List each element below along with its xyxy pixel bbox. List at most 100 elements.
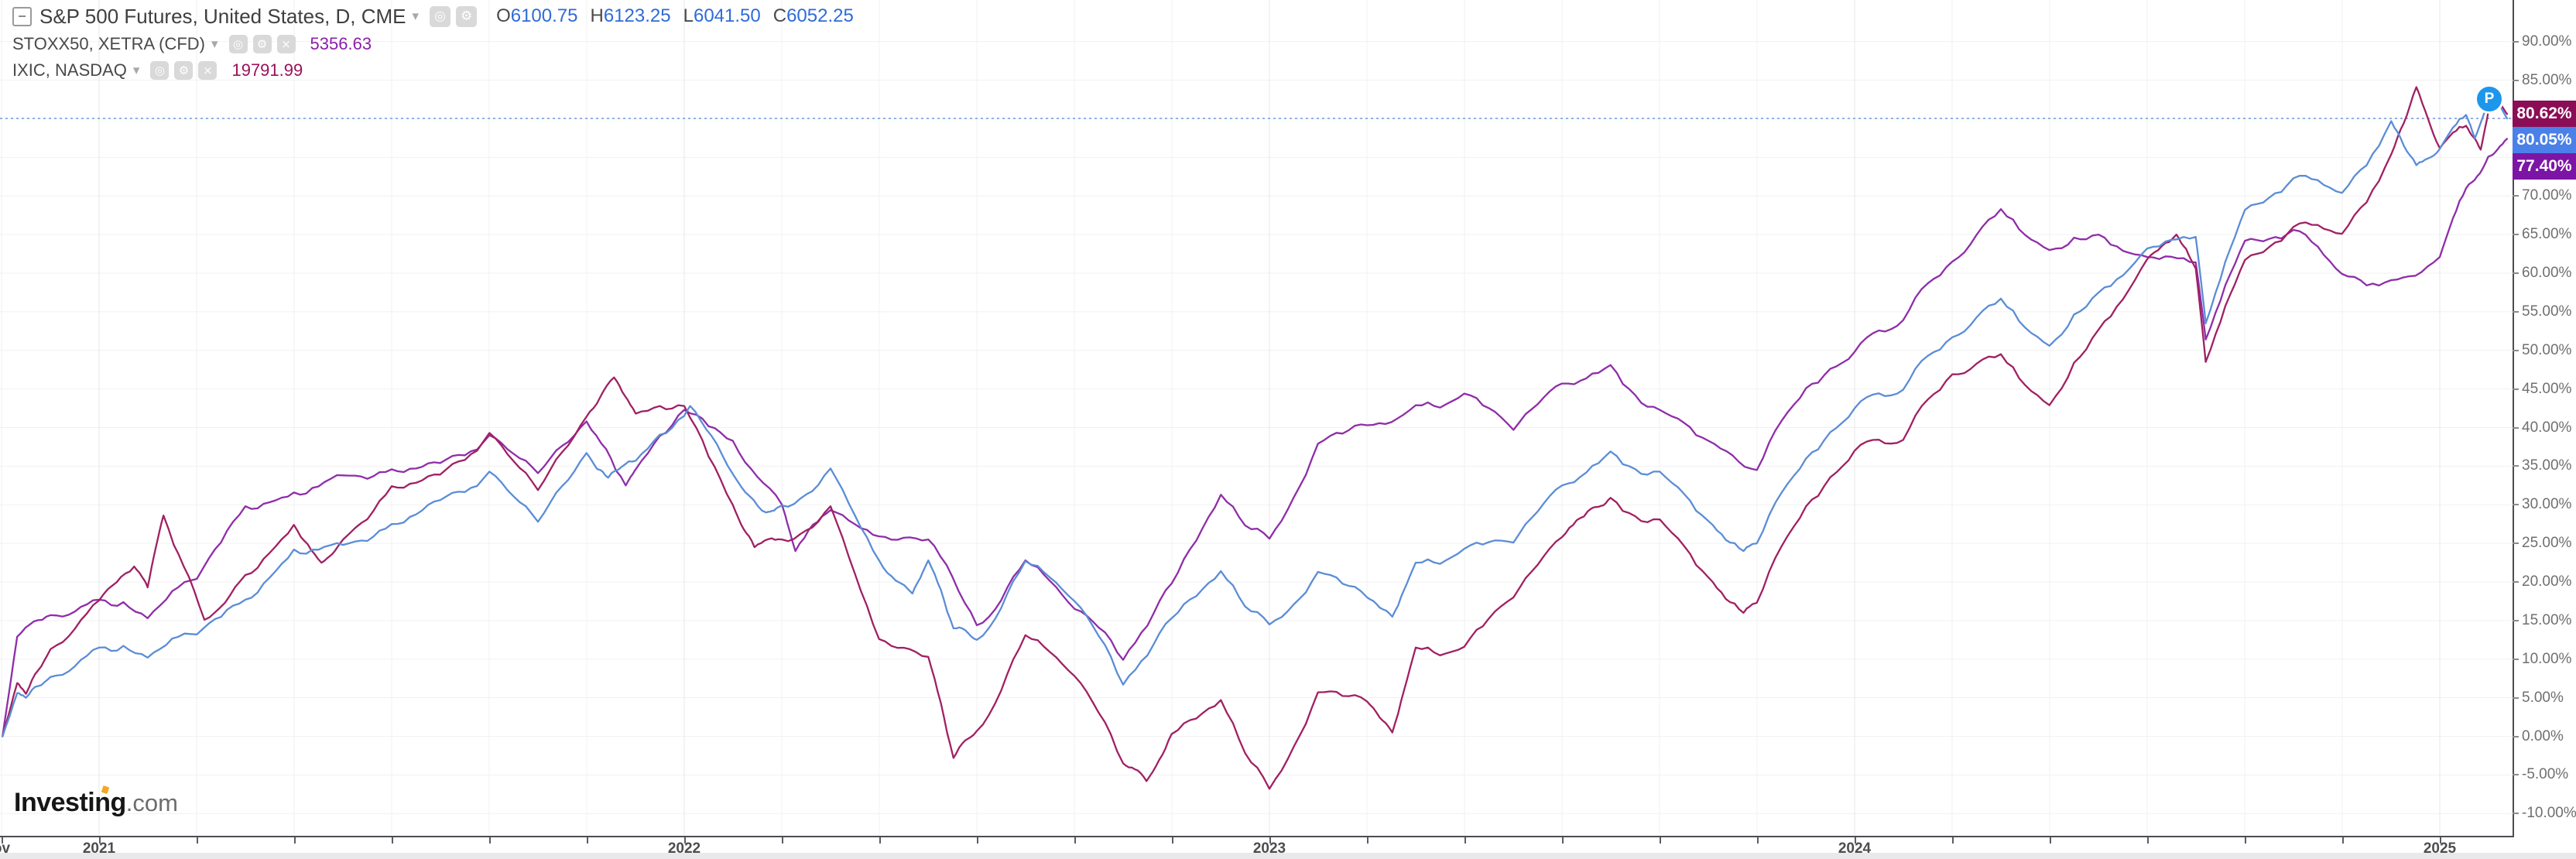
price-axis-tick: [2513, 581, 2519, 583]
series-line-ixic: [2, 86, 2509, 790]
price-axis-tick: [2513, 195, 2519, 197]
price-axis-tick: [2513, 774, 2519, 776]
legend-row-stoxx50: STOXX50, XETRA (CFD) ▾ ◎ ⚙ × 5356.63: [12, 31, 866, 57]
time-axis-tick: [2050, 837, 2051, 844]
time-axis-tick: [1562, 837, 1564, 844]
stoxx50-symbol-title[interactable]: STOXX50, XETRA (CFD): [12, 34, 205, 53]
time-axis-tick: [1269, 837, 1271, 844]
price-axis-tick: [2513, 388, 2519, 390]
close-icon[interactable]: ×: [198, 61, 218, 80]
time-axis-tick: [2440, 837, 2441, 844]
ohlc-high-label: H: [590, 5, 604, 26]
price-axis-tick: [2513, 504, 2519, 506]
time-axis-tick: [1074, 837, 1076, 844]
ohlc-open-label: O: [496, 5, 511, 26]
gear-icon[interactable]: ⚙: [252, 35, 272, 53]
time-axis-tick: [1660, 837, 1661, 844]
time-axis-tick: [1952, 837, 1954, 844]
gear-icon[interactable]: ⚙: [174, 61, 194, 80]
time-axis-border: [0, 836, 2514, 837]
ohlc-values: O6100.75 H6123.25 L6041.50 C6052.25: [496, 5, 866, 27]
time-axis-tick: [2245, 837, 2246, 844]
time-axis-label: 2022: [667, 840, 701, 857]
price-axis-tick: [2513, 542, 2519, 545]
time-axis-tick: [1367, 837, 1368, 844]
ohlc-low-value: 6041.50: [693, 5, 761, 26]
legend: − S&P 500 Futures, United States, D, CME…: [12, 2, 866, 84]
price-axis-label: 5.00%: [2522, 689, 2564, 706]
price-axis-label: 25.00%: [2522, 535, 2572, 552]
price-axis-label: 85.00%: [2522, 71, 2572, 88]
price-axis-tick: [2513, 310, 2519, 313]
ohlc-high-value: 6123.25: [603, 5, 671, 26]
visibility-icon[interactable]: ◎: [150, 61, 170, 80]
time-axis-tick: [1855, 837, 1856, 844]
price-axis-label: 40.00%: [2522, 419, 2572, 436]
chevron-down-icon[interactable]: ▾: [132, 63, 140, 77]
price-axis-label: 50.00%: [2522, 341, 2572, 358]
time-axis-tick: [1464, 837, 1466, 844]
main-symbol-title[interactable]: S&P 500 Futures, United States, D, CME: [39, 4, 406, 28]
price-axis-label: -10.00%: [2522, 805, 2576, 822]
legend-row-main: − S&P 500 Futures, United States, D, CME…: [12, 2, 866, 31]
legend-row-ixic: IXIC, NASDAQ ▾ ◎ ⚙ × 19791.99: [12, 57, 866, 84]
time-axis-label: ov: [0, 840, 11, 857]
collapse-icon[interactable]: −: [12, 6, 32, 26]
time-axis-tick: [2147, 837, 2149, 844]
price-axis-tick: [2513, 658, 2519, 660]
price-axis-tick: [2513, 272, 2519, 274]
series-line-s-p-500-futures: [2, 91, 2509, 738]
ohlc-close-value: 6052.25: [786, 5, 854, 26]
price-axis-label: 55.00%: [2522, 303, 2572, 320]
price-axis-tick: [2513, 40, 2519, 43]
chevron-down-icon[interactable]: ▾: [412, 9, 420, 23]
time-axis-tick: [879, 837, 881, 844]
gear-icon[interactable]: ⚙: [456, 5, 478, 27]
investing-com-logo: Investing.com: [14, 785, 178, 819]
price-axis-tick: [2513, 735, 2519, 738]
price-axis-label: 45.00%: [2522, 380, 2572, 397]
price-axis-tick: [2513, 234, 2519, 236]
visibility-icon[interactable]: ◎: [430, 5, 451, 27]
logo-suffix-text: .com: [125, 789, 178, 816]
price-axis-label: 60.00%: [2522, 265, 2572, 281]
current-price-label: 77.40%: [2513, 153, 2576, 180]
ohlc-low-label: L: [683, 5, 694, 26]
price-axis-label: 90.00%: [2522, 33, 2572, 50]
chevron-down-icon[interactable]: ▾: [211, 36, 218, 51]
ohlc-open-value: 6100.75: [510, 5, 578, 26]
price-axis-label: 15.00%: [2522, 611, 2572, 628]
price-axis-label: 0.00%: [2522, 727, 2564, 744]
time-axis-tick: [587, 837, 588, 844]
price-axis-tick: [2513, 696, 2519, 699]
time-axis-tick: [1172, 837, 1173, 844]
time-axis-tick: [977, 837, 978, 844]
price-axis-label: -5.00%: [2522, 766, 2569, 783]
price-axis-label: 20.00%: [2522, 573, 2572, 590]
price-axis-label: 35.00%: [2522, 457, 2572, 474]
price-axis-label: 30.00%: [2522, 496, 2572, 513]
ixic-last-value: 19791.99: [231, 60, 303, 80]
price-axis-tick: [2513, 349, 2519, 351]
time-axis-label: 2021: [82, 840, 116, 857]
time-axis-tick: [684, 837, 686, 844]
last-bar-p-marker[interactable]: P: [2475, 84, 2504, 114]
ixic-symbol-title[interactable]: IXIC, NASDAQ: [12, 60, 127, 80]
series-line-stoxx50: [2, 138, 2509, 738]
close-icon[interactable]: ×: [276, 35, 296, 53]
price-axis-label: 10.00%: [2522, 650, 2572, 667]
visibility-icon[interactable]: ◎: [228, 35, 248, 53]
time-axis-tick: [782, 837, 783, 844]
time-axis-tick: [2342, 837, 2344, 844]
time-axis-tick: [294, 837, 296, 844]
stoxx50-last-value: 5356.63: [310, 34, 372, 53]
time-axis-tick: [1757, 837, 1759, 844]
time-axis-label: 2023: [1252, 840, 1286, 857]
time-axis-label: 2024: [1838, 840, 1872, 857]
ohlc-close-label: C: [772, 5, 787, 26]
current-price-label: 80.05%: [2513, 127, 2576, 154]
time-axis-label: 2025: [2423, 840, 2457, 857]
price-axis-label: 70.00%: [2522, 187, 2572, 204]
time-axis-tick: [2, 837, 3, 844]
